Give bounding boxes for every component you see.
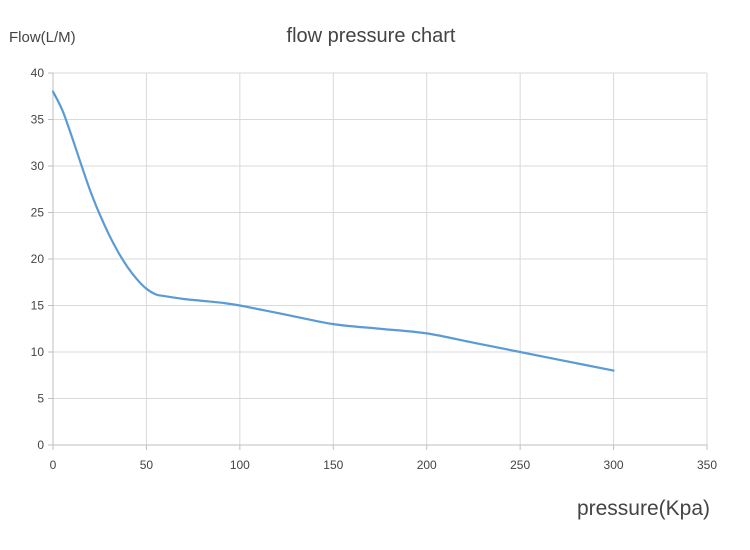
y-tick-label-7: 35 <box>31 113 45 127</box>
y-tick-label-6: 30 <box>31 159 45 173</box>
x-tick-label-1: 50 <box>140 458 154 472</box>
x-axis-label: pressure(Kpa) <box>577 497 710 520</box>
y-tick-label-3: 15 <box>31 299 45 313</box>
x-tick-label-2: 100 <box>230 458 250 472</box>
x-tick-label-0: 0 <box>50 458 57 472</box>
y-tick-label-1: 5 <box>37 392 44 406</box>
y-axis-label: Flow(L/M) <box>9 29 76 46</box>
y-tick-label-8: 40 <box>31 66 45 80</box>
grid-layer <box>53 72 708 445</box>
series-line-0 <box>51 90 615 372</box>
y-tick-label-4: 20 <box>31 252 45 266</box>
x-tick-label-3: 150 <box>323 458 343 472</box>
y-tick-label-5: 25 <box>31 206 45 220</box>
tick-label-layer: 0 5 10 15 20 25 30 35 40 0 50 100 150 200 250 300 350 <box>31 66 718 472</box>
y-tick-label-0: 0 <box>37 438 44 452</box>
x-tick-label-6: 300 <box>604 458 624 472</box>
axis-layer <box>48 72 708 450</box>
series-layer <box>51 90 615 372</box>
x-tick-label-4: 200 <box>417 458 437 472</box>
x-tick-label-7: 350 <box>697 458 717 472</box>
chart-title: flow pressure chart <box>287 25 456 47</box>
y-tick-label-2: 10 <box>31 345 45 359</box>
x-tick-label-5: 250 <box>510 458 530 472</box>
